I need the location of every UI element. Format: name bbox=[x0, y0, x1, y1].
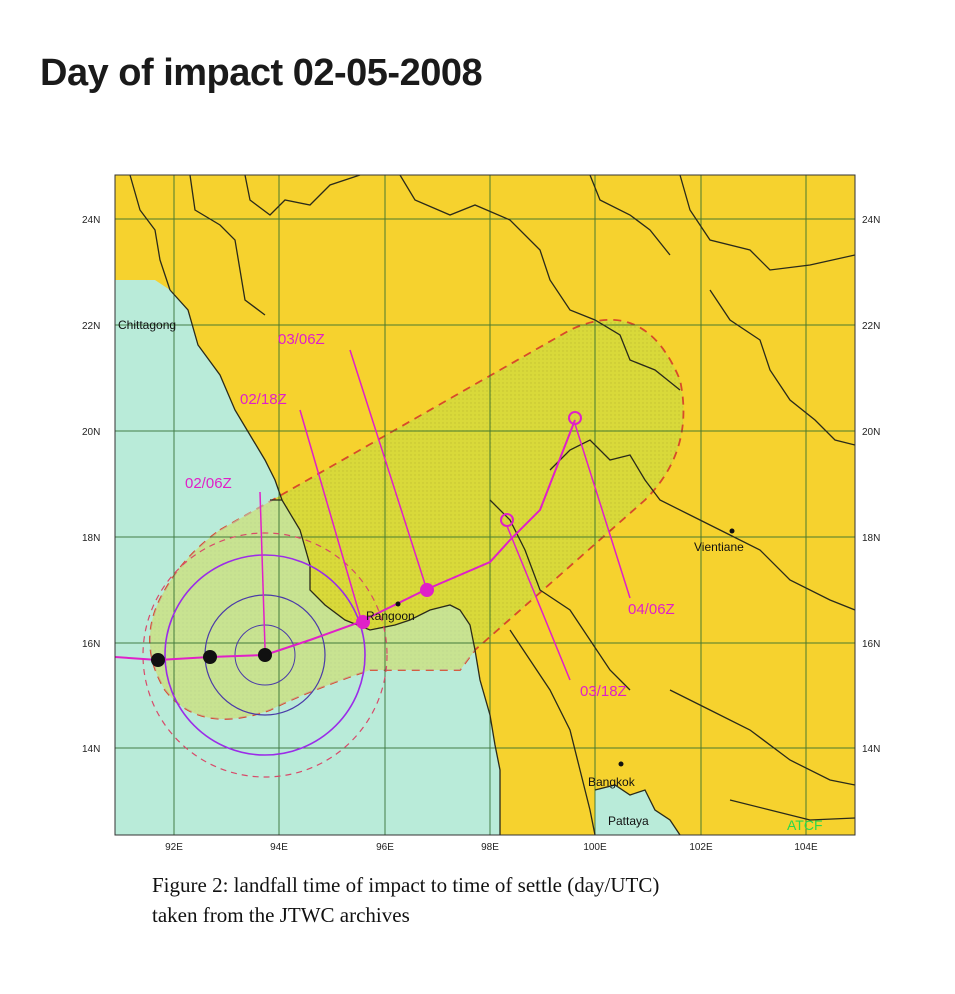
lon-label: 98E bbox=[481, 842, 499, 850]
lon-label: 96E bbox=[376, 842, 394, 850]
lat-label-left: 20N bbox=[82, 427, 100, 438]
atcf-credit: ATCF bbox=[787, 817, 823, 833]
lat-label-left: 24N bbox=[82, 215, 100, 226]
grid-lines bbox=[115, 175, 855, 835]
label-leader-lines bbox=[259, 349, 631, 681]
lat-label-right: 20N bbox=[862, 427, 880, 438]
track-label-03-18z: 03/18Z bbox=[580, 683, 627, 700]
lon-label: 102E bbox=[689, 842, 713, 850]
map-svg: 24N 22N 20N 18N 16N 14N 24N 22N 20N 18N … bbox=[82, 174, 880, 850]
lat-label-left: 16N bbox=[82, 639, 100, 650]
city-label-vientiane: Vientiane bbox=[694, 540, 744, 554]
lon-label: 100E bbox=[583, 842, 607, 850]
lat-label-right: 22N bbox=[862, 321, 880, 332]
caption-line-1: Figure 2: landfall time of impact to tim… bbox=[152, 873, 660, 897]
caption-line-2: taken from the JTWC archives bbox=[152, 903, 410, 927]
track-point-02-18z bbox=[356, 615, 370, 629]
lat-label-right: 14N bbox=[862, 744, 880, 755]
city-dot bbox=[395, 601, 401, 607]
track-label-04-06z: 04/06Z bbox=[628, 601, 675, 618]
lat-label-right: 16N bbox=[862, 639, 880, 650]
lat-label-left: 22N bbox=[82, 321, 100, 332]
page-title: Day of impact 02-05-2008 bbox=[40, 52, 483, 94]
lon-label: 92E bbox=[165, 842, 183, 850]
gulf-of-thailand bbox=[595, 785, 680, 835]
cyclone-track-map: 24N 22N 20N 18N 16N 14N 24N 22N 20N 18N … bbox=[70, 170, 900, 850]
lat-label-right: 18N bbox=[862, 533, 880, 544]
city-dot bbox=[729, 528, 735, 534]
city-dot bbox=[618, 761, 624, 767]
city-label-chittagong: Chittagong bbox=[118, 318, 176, 332]
country-borders bbox=[129, 175, 855, 835]
lat-label-left: 14N bbox=[82, 744, 100, 755]
city-label-pattaya: Pattaya bbox=[608, 814, 649, 828]
lon-label: 94E bbox=[270, 842, 288, 850]
track-point-historical bbox=[203, 650, 217, 664]
track-point-historical bbox=[151, 653, 165, 667]
city-label-bangkok: Bangkok bbox=[588, 775, 636, 789]
city-label-rangoon: Rangoon bbox=[366, 609, 415, 623]
track-label-02-06z: 02/06Z bbox=[185, 475, 232, 492]
track-label-03-06z: 03/06Z bbox=[278, 331, 325, 348]
track-point-current bbox=[258, 648, 272, 662]
track-point-03-06z bbox=[420, 583, 434, 597]
lat-label-right: 24N bbox=[862, 215, 880, 226]
lon-label: 104E bbox=[794, 842, 818, 850]
figure-caption: Figure 2: landfall time of impact to tim… bbox=[152, 870, 852, 930]
track-label-02-18z: 02/18Z bbox=[240, 391, 287, 408]
lat-label-left: 18N bbox=[82, 533, 100, 544]
